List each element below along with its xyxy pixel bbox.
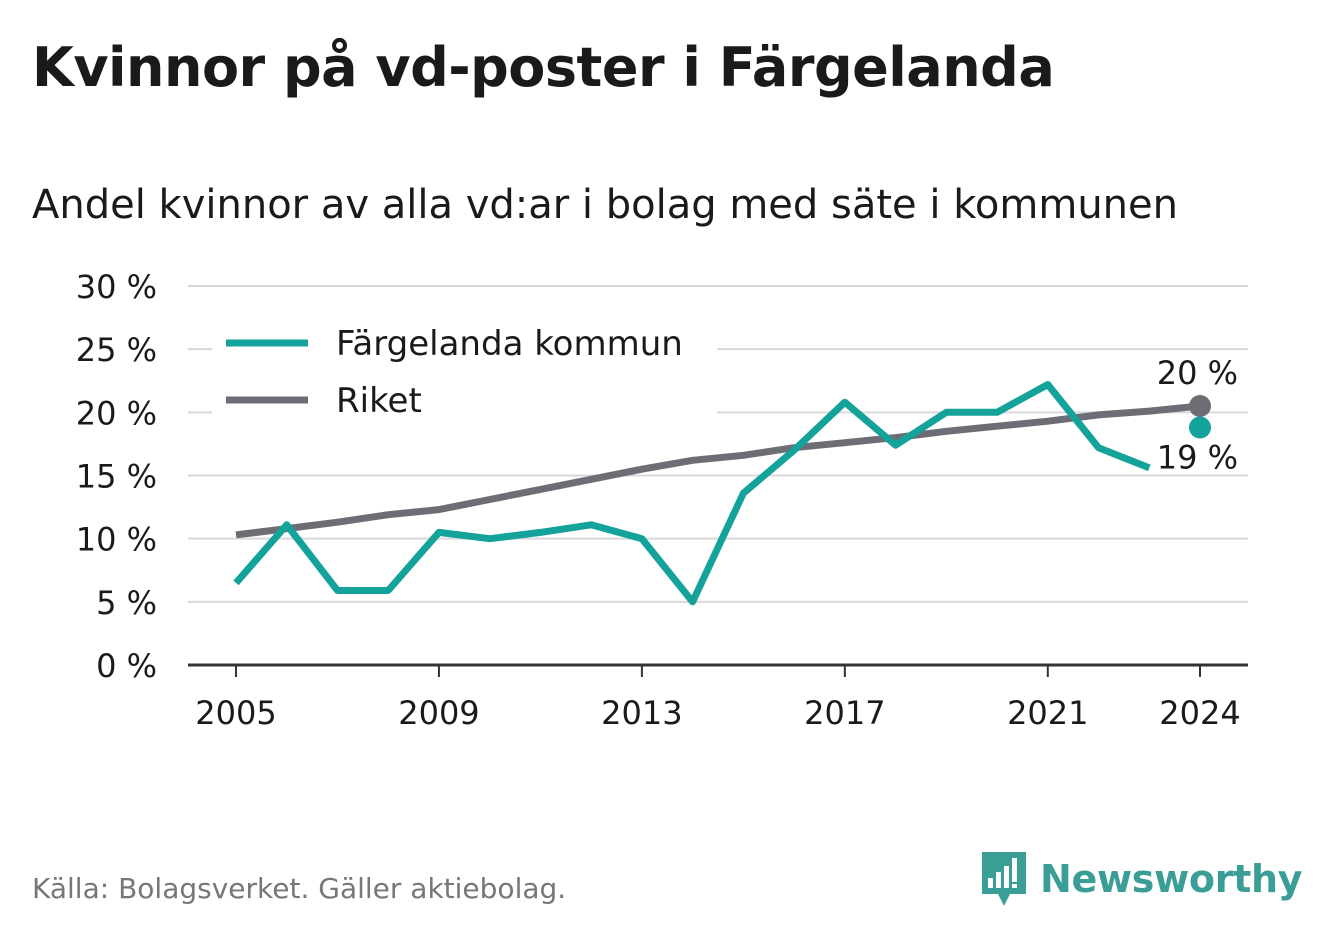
y-tick-label: 30 %	[76, 268, 157, 306]
series-line-fargelanda	[233, 381, 1151, 606]
legend-box	[212, 318, 717, 428]
newsworthy-logo-icon	[982, 852, 1026, 906]
y-tick-label: 5 %	[96, 584, 157, 622]
x-tick-label: 2017	[804, 694, 885, 732]
newsworthy-logo: Newsworthy	[980, 850, 1303, 908]
endpoint-dot-fargelanda	[1189, 416, 1211, 439]
y-tick-label: 10 %	[76, 521, 157, 559]
y-tick-label: 25 %	[76, 331, 157, 369]
x-tick-label: 2021	[1007, 694, 1088, 732]
brand-name: Newsworthy	[1040, 857, 1303, 901]
legend-label-riket: Riket	[336, 381, 422, 421]
end-label-riket: 20 %	[1157, 354, 1238, 392]
x-tick-label: 2013	[601, 694, 682, 732]
end-label-fargelanda: 19 %	[1157, 438, 1238, 476]
chart-title: Kvinnor på vd-poster i Färgelanda	[32, 36, 1055, 99]
source-note: Källa: Bolagsverket. Gäller aktiebolag.	[32, 872, 567, 905]
x-tick-label: 2009	[398, 694, 479, 732]
y-tick-label: 0 %	[96, 647, 157, 685]
series-line-riket	[235, 402, 1201, 539]
legend-label-fargelanda: Färgelanda kommun	[336, 324, 683, 364]
chart-subtitle: Andel kvinnor av alla vd:ar i bolag med …	[32, 182, 1178, 228]
x-tick-label: 2024	[1159, 694, 1240, 732]
x-tick-label: 2005	[195, 694, 276, 732]
endpoint-dot-riket	[1189, 395, 1211, 418]
y-tick-label: 15 %	[76, 458, 157, 496]
y-tick-label: 20 %	[76, 394, 157, 432]
